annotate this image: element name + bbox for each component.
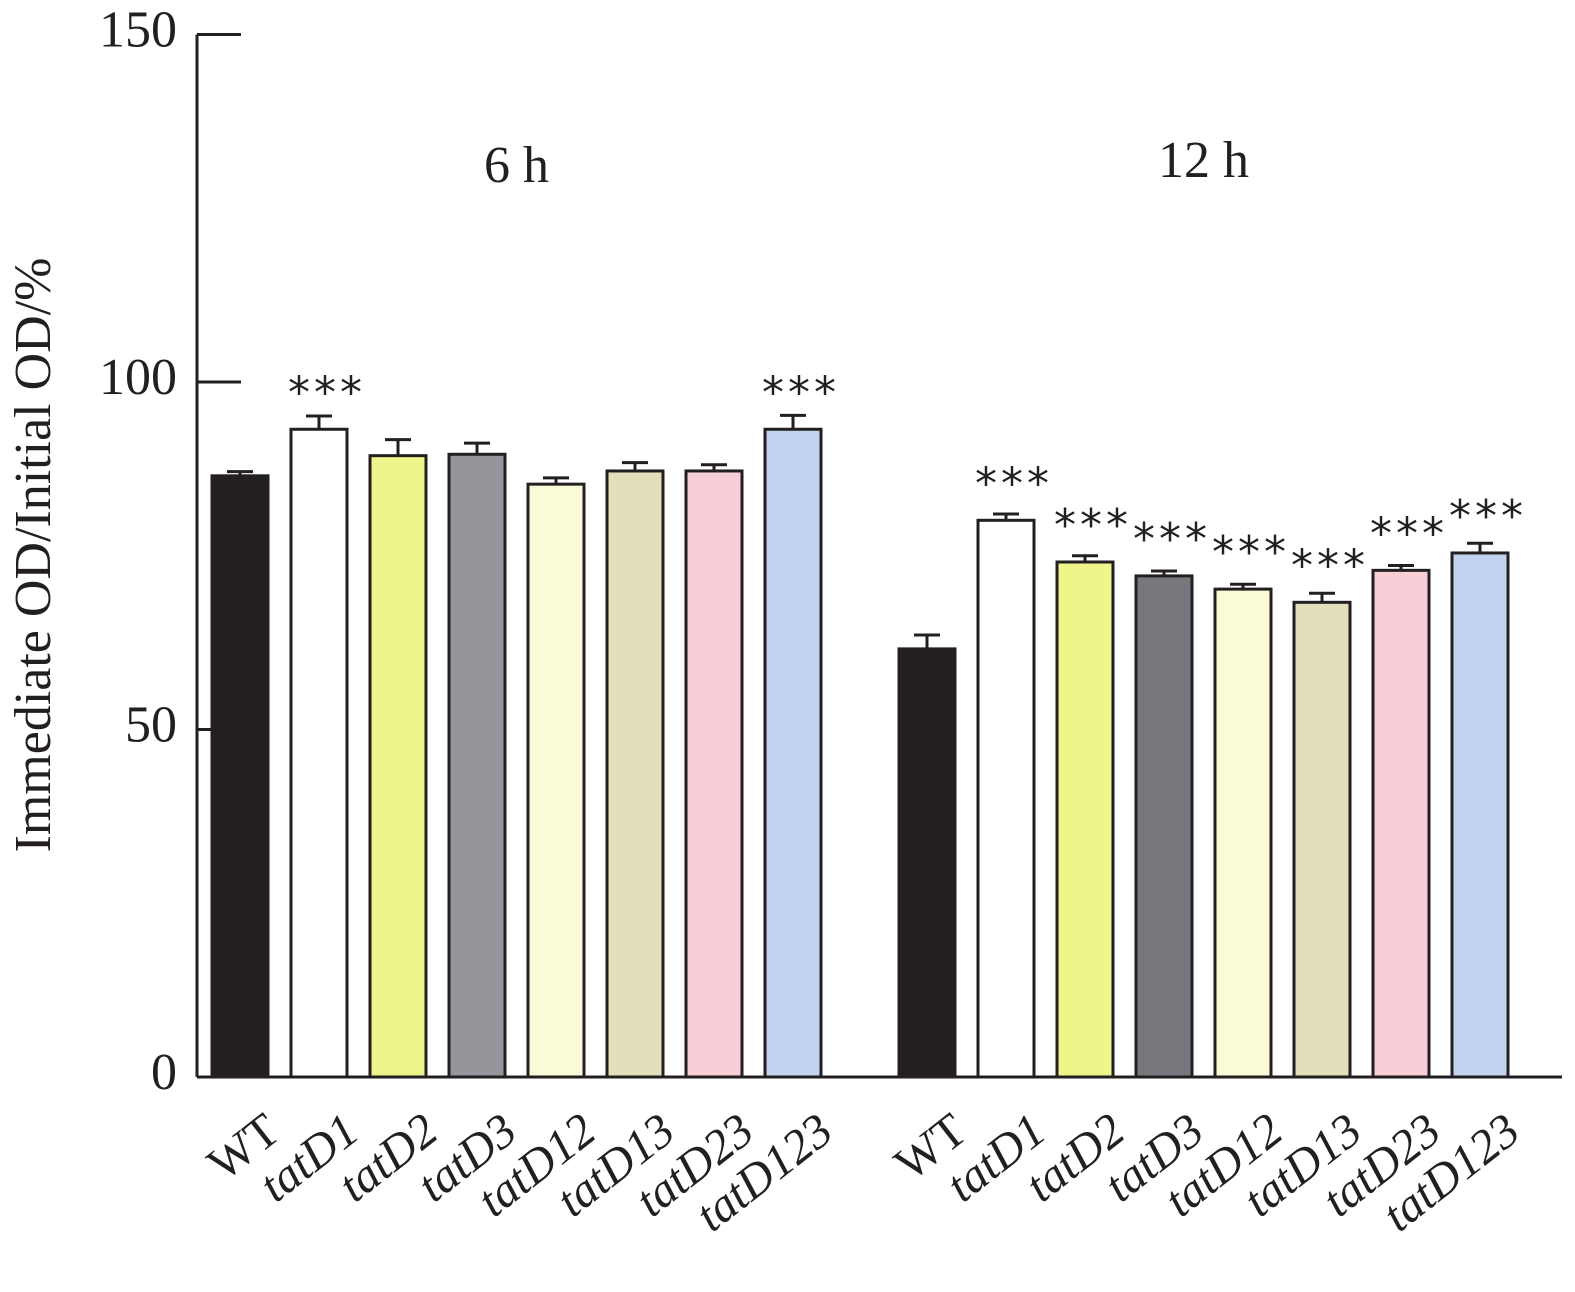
bar [368,454,428,1079]
group-label: 12 h [1158,132,1249,189]
significance-label: *** [1133,514,1211,565]
bar [1371,568,1431,1079]
significance-label: *** [1212,527,1290,578]
significance-label: *** [1054,500,1132,551]
y-tick-label: 150 [99,1,177,58]
group-label: 6 h [484,137,549,194]
y-tick-label: 50 [125,696,177,753]
significance-label: *** [975,458,1053,509]
bar [897,647,957,1079]
bar [1055,560,1115,1079]
y-tick-label: 100 [99,349,177,406]
bar [684,469,744,1079]
bar [210,474,270,1079]
bar [1292,600,1352,1079]
bar [1450,551,1510,1079]
significance-label: *** [1370,508,1448,559]
bar [447,452,507,1079]
significance-label: *** [762,367,840,418]
y-tick-label: 0 [151,1044,177,1101]
significance-label: *** [1449,491,1527,542]
bar [289,427,349,1079]
bar [1134,574,1194,1079]
bar [1213,587,1273,1079]
y-axis-label: Immediate OD/Initial OD/% [5,258,62,853]
significance-label: *** [288,367,366,418]
bar [605,469,665,1079]
bar [526,482,586,1079]
significance-label: *** [1291,540,1369,591]
bar [976,518,1036,1079]
bar [763,427,823,1079]
